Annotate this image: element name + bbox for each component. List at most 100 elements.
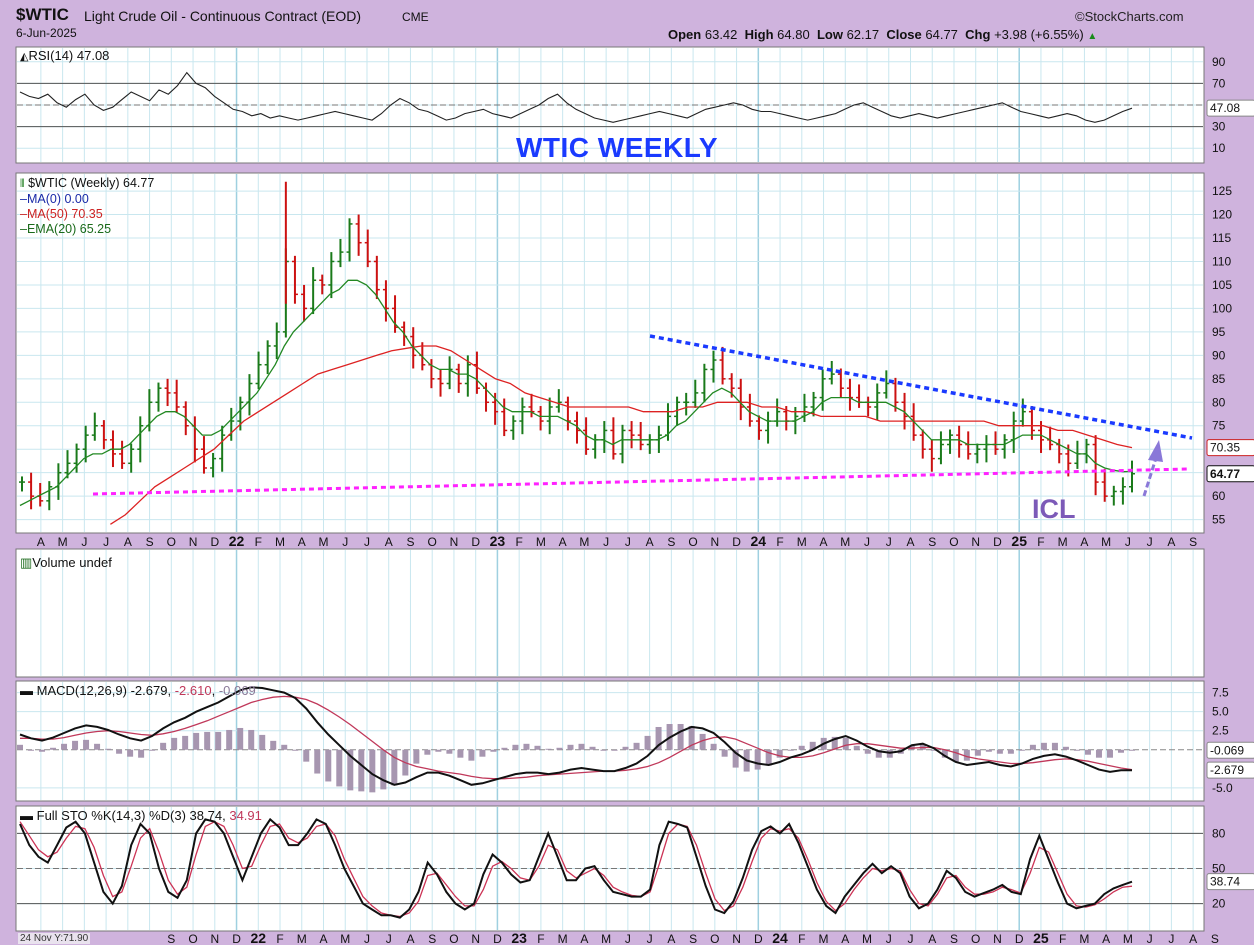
macd-histogram-bar [270,740,277,750]
close-value-tag-box [1206,465,1254,483]
macd-histogram-bar [1007,749,1014,754]
support-trendline [92,467,1189,496]
x-tick-label: A [1167,535,1175,549]
bottom-x-tick-label: S [950,932,958,945]
x-tick-label: M [1101,535,1111,549]
bottom-x-tick-label: D [493,932,502,945]
bottom-x-tick-label: D [754,932,763,945]
x-tick-label: F [515,535,522,549]
macd-histogram-bar [699,733,706,750]
macd-histogram-bar [655,726,662,750]
macd-histogram-bar [303,749,310,762]
ema20-legend: –EMA(20) 65.25 [20,222,154,237]
macd-histogram-bar [974,749,981,756]
macd-histogram-bar [314,749,321,774]
bottom-x-tick-label: N [732,932,741,945]
sto-k-line [19,817,1133,919]
ma50-legend-text: MA(50) 70.35 [26,207,103,221]
x-tick-label: A [298,535,306,549]
x-tick-label: 22 [229,533,245,549]
macd-tick-label: 5.0 [1212,705,1229,719]
x-tick-label: 24 [751,533,767,549]
macd-histogram-bar [589,746,596,750]
bottom-x-tick-label: S [1211,932,1219,945]
x-tick-label: S [1189,535,1197,549]
chg-value: +3.98 (+6.55%) [994,27,1084,42]
close-value: 64.77 [925,27,958,42]
x-tick-label: D [210,535,219,549]
bottom-x-tick-label: D [1015,932,1024,945]
price-legend-main: ⫴ $WTIC (Weekly) 64.77 [20,176,154,192]
sto-swatch-icon: ▬ [20,808,33,823]
price-tick-label: 115 [1212,231,1231,245]
bottom-x-tick-label: M [862,932,872,945]
price-tick-label: 105 [1212,278,1232,292]
macd-histogram-bar [83,739,90,750]
sto-k-value: 38.74 [189,808,223,823]
cursor-readout: 24 Nov Y:71.90 [18,933,91,944]
macd-histogram-bar [809,741,816,750]
macd-legend: ▬ MACD(12,26,9) -2.679, -2.610, -0.069 [20,683,256,698]
macd-histogram-bar [787,749,794,751]
x-tick-label: A [124,535,132,549]
x-tick-label: M [840,535,850,549]
x-tick-label: J [603,535,609,549]
x-tick-label: S [146,535,154,549]
x-tick-label: J [886,535,892,549]
macd-tick-label: -5.0 [1212,781,1233,795]
exchange: CME [402,10,429,24]
close-label: Close [886,27,922,42]
bottom-x-tick-label: 23 [511,930,527,945]
macd-sep-2: , [211,683,216,698]
bottom-x-tick-label: N [471,932,480,945]
price-tick-label: 125 [1212,184,1232,198]
macd-histogram-bar [1051,742,1058,750]
x-tick-label: D [732,535,741,549]
open-label: Open [668,27,702,42]
bottom-x-tick-label: S [428,932,436,945]
macd-histogram-bar [336,749,343,787]
macd-histogram-bar [446,749,453,754]
sto-legend: ▬ Full STO %K(14,3) %D(3) 38.74, 34.91 [20,808,262,823]
bottom-x-tick-label: D [232,932,241,945]
bottom-x-tick-label: O [971,932,980,945]
chg-label: Chg [965,27,991,42]
x-tick-label: J [1147,535,1153,549]
macd-swatch-icon: ▬ [20,683,33,698]
bottom-x-tick-label: A [580,932,588,945]
resistance-trendline [649,334,1193,440]
sto-sep: , [222,808,226,823]
macd-histogram-bar [523,743,530,750]
ma50-value-tag: 70.35 [1210,441,1240,455]
price-tick-label: 110 [1212,254,1231,268]
ema20-line [19,279,1133,507]
ma0-legend: –MA(0) 0.00 [20,192,154,207]
symbol[interactable]: $WTIC [16,5,69,24]
x-tick-label: J [864,535,870,549]
macd-histogram-bar [798,745,805,750]
macd-histogram-bar [732,749,739,768]
macd-histogram-bar [259,734,266,750]
x-tick-label: N [710,535,719,549]
x-tick-label: S [667,535,675,549]
as-of-date: 6-Jun-2025 [16,26,77,40]
bottom-x-tick-label: 24 [772,930,788,945]
x-tick-label: D [471,535,480,549]
stockcharts-brand[interactable]: ©StockCharts.com [1075,9,1184,24]
rsi-tick-label: 10 [1212,141,1226,155]
x-tick-label: M [1058,535,1068,549]
macd-histogram-bar [545,748,552,750]
x-tick-label: A [820,535,828,549]
x-tick-label: 25 [1011,533,1027,549]
macd-histogram-bar [226,729,233,750]
icl-label: ICL [1032,494,1076,524]
macd-histogram-bar [435,749,442,752]
macd-histogram-bar [413,749,420,764]
macd-histogram-bar [710,743,717,750]
macd-histogram-bar [424,749,431,755]
macd-histogram-bar [567,744,574,750]
rsi-legend: ◭RSI(14) 47.08 [20,48,109,63]
bottom-x-tick-label: N [210,932,219,945]
x-tick-label: F [776,535,783,549]
